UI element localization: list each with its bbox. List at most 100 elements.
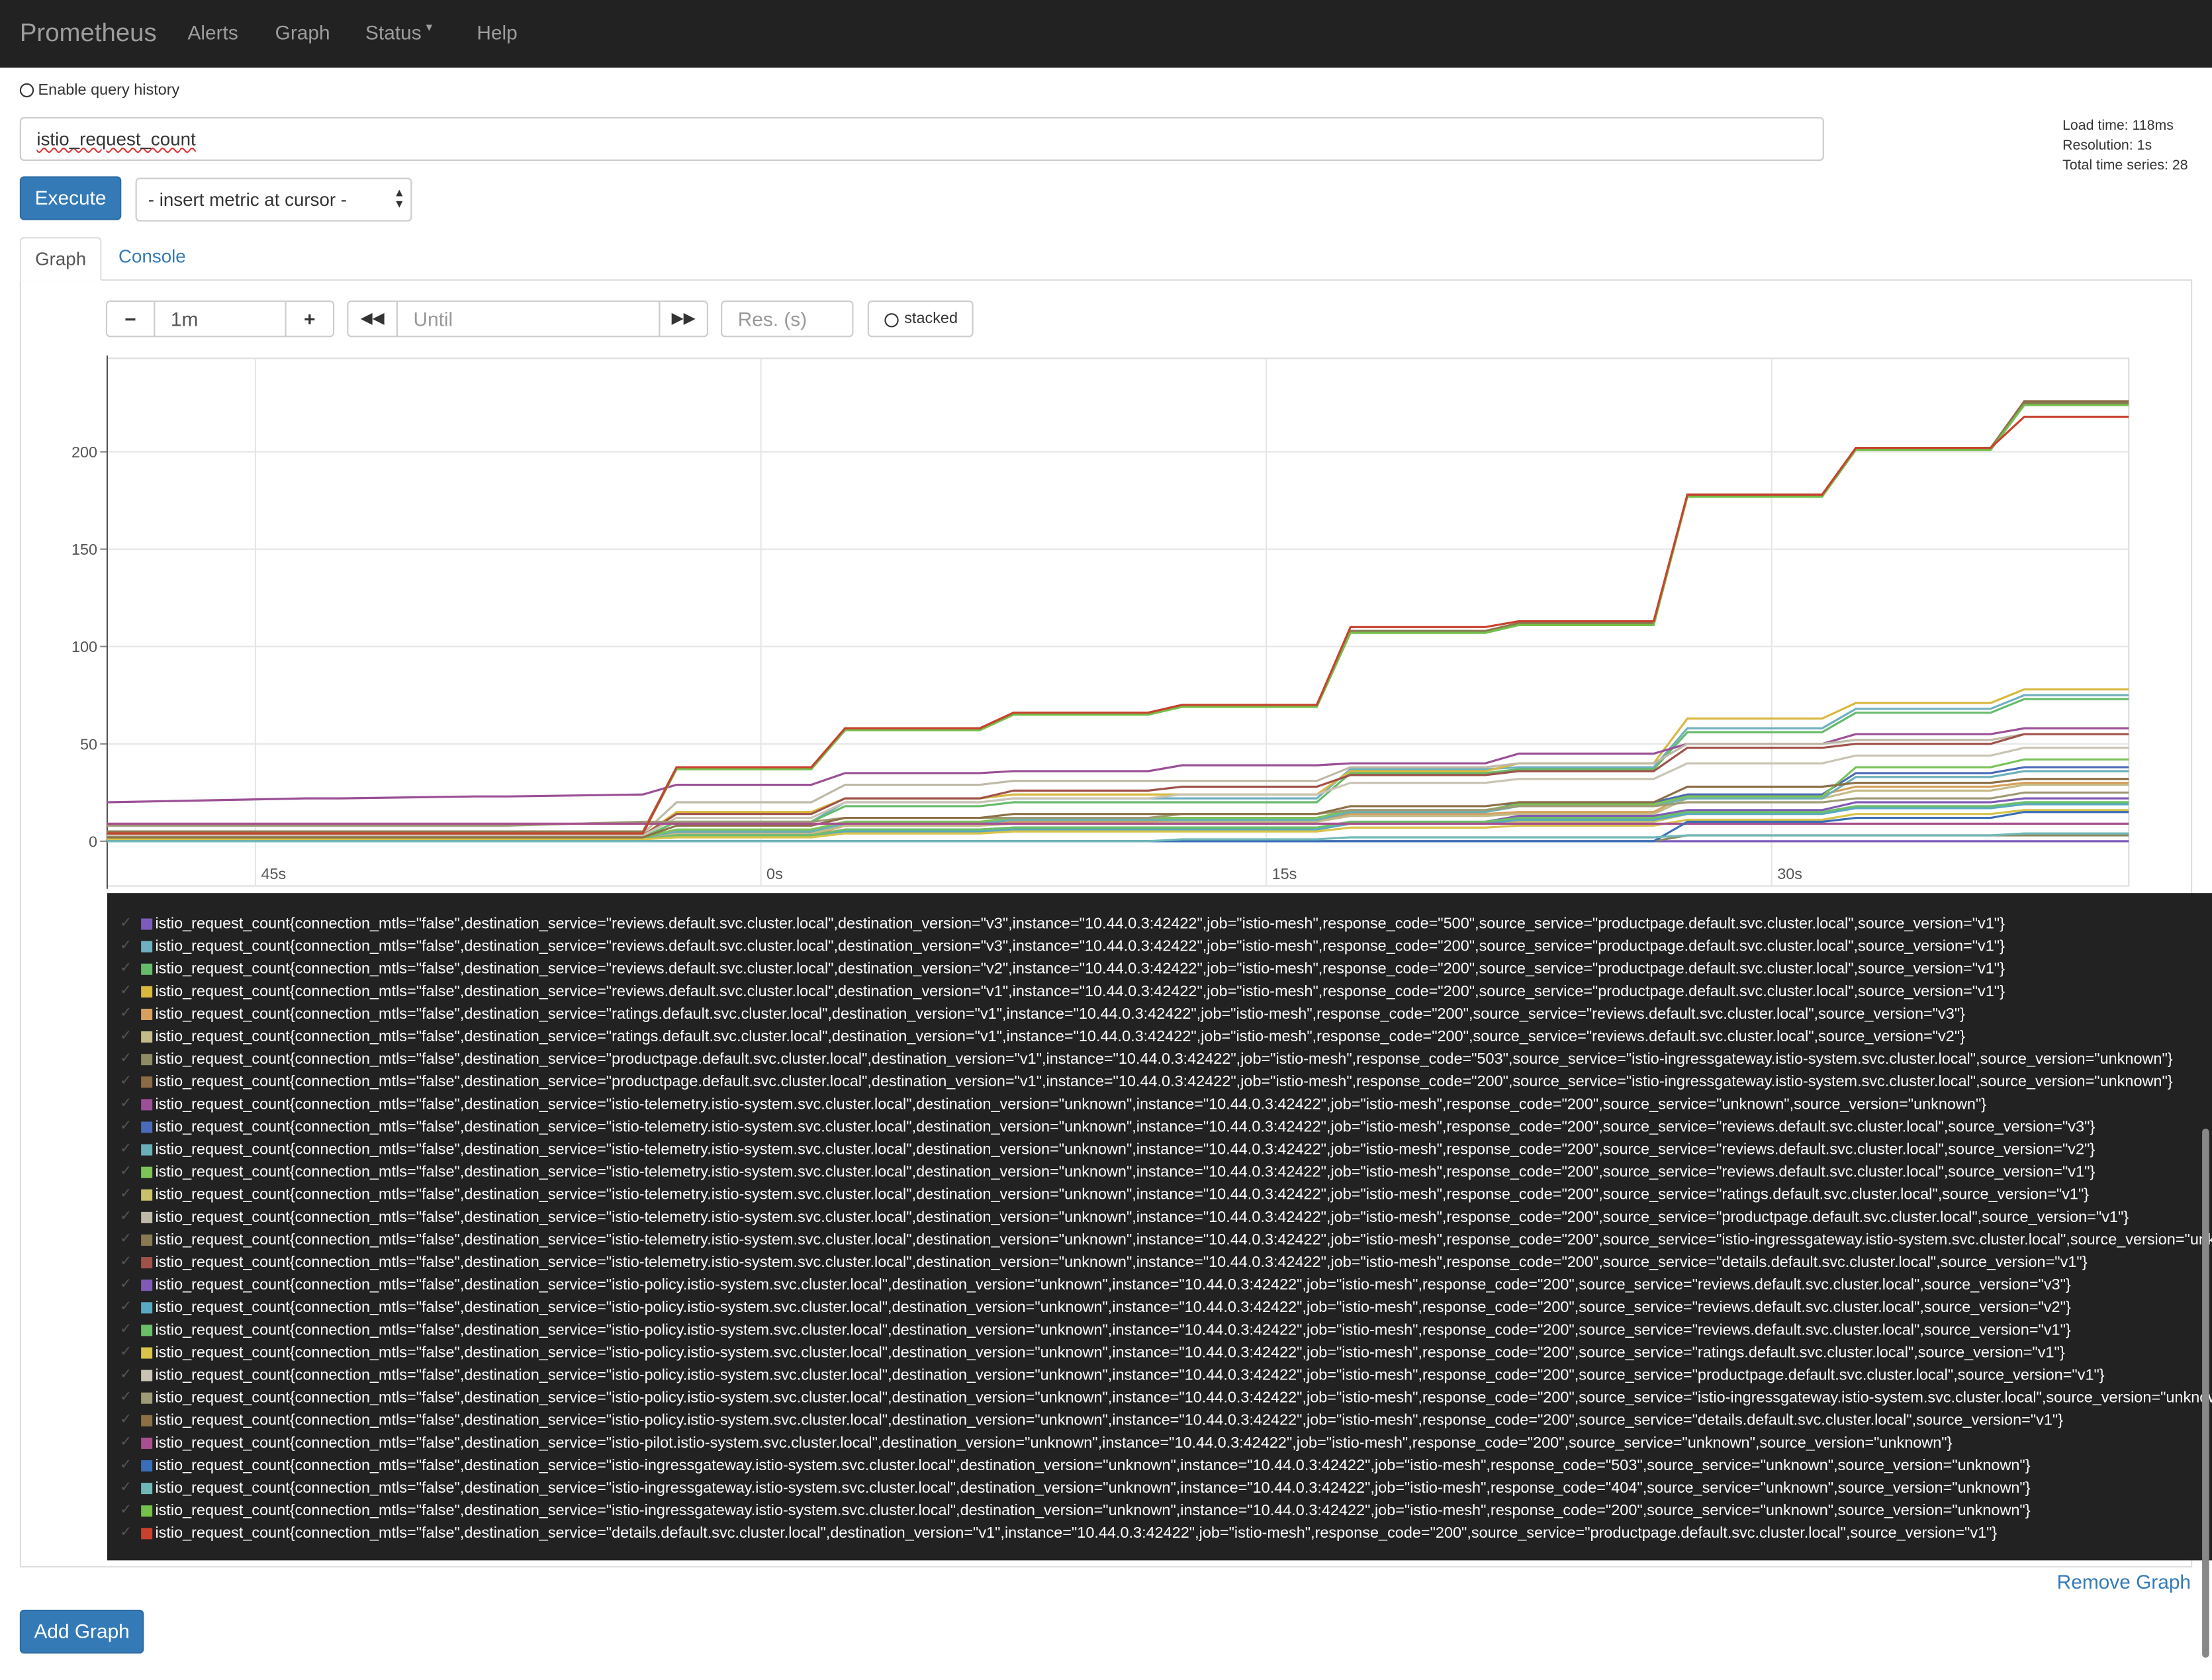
legend-swatch [141, 1257, 153, 1269]
range-input[interactable]: 1m [154, 300, 287, 338]
execute-button[interactable]: Execute [19, 176, 122, 220]
legend-check: ✓ [120, 1119, 132, 1135]
legend-label: istio_request_count{connection_mtls="fal… [155, 1028, 1965, 1046]
legend-item[interactable]: ✓ istio_request_count{connection_mtls="fa… [107, 913, 2212, 935]
legend-item[interactable]: ✓ istio_request_count{connection_mtls="fa… [107, 1229, 2212, 1251]
stat: Resolution: 1s [2062, 138, 2152, 154]
legend-swatch [141, 1076, 153, 1088]
forward-button[interactable]: ▶▶ [659, 300, 708, 338]
legend-label: istio_request_count{connection_mtls="fal… [155, 1457, 2031, 1475]
legend-item[interactable]: ✓ istio_request_count{connection_mtls="fa… [107, 1139, 2212, 1161]
legend-check: ✓ [120, 1096, 132, 1112]
legend-item[interactable]: ✓ istio_request_count{connection_mtls="fa… [107, 1477, 2212, 1500]
checkbox[interactable] [19, 83, 34, 98]
remove-graph[interactable]: Remove Graph [2056, 1570, 2191, 1593]
legend-item[interactable]: ✓ istio_request_count{connection_mtls="fa… [107, 1116, 2212, 1139]
add-graph-button[interactable]: Add Graph [19, 1609, 144, 1654]
range-text: 1m [170, 307, 199, 330]
tab-active[interactable]: Graph [19, 237, 102, 281]
legend-item[interactable]: ✓ istio_request_count{connection_mtls="fa… [107, 958, 2212, 980]
legend-swatch [141, 1054, 153, 1066]
metric-select[interactable]: - insert metric at cursor - ▲ ▼ [135, 177, 412, 222]
legend-check: ✓ [120, 1141, 132, 1157]
legend-item[interactable]: ✓ istio_request_count{connection_mtls="fa… [107, 935, 2212, 958]
stacked-toggle[interactable]: stacked [867, 300, 974, 338]
series-line [107, 832, 2129, 843]
legend-check: ✓ [120, 915, 132, 931]
legend-item[interactable]: ✓ istio_request_count{connection_mtls="fa… [107, 1522, 2212, 1545]
legend-swatch [141, 1392, 153, 1404]
expression-input[interactable]: istio_request_count [19, 117, 1824, 161]
legend-swatch [141, 1234, 153, 1246]
nav-link[interactable]: Help [477, 21, 518, 44]
nav-link[interactable]: Status [365, 21, 422, 44]
legend-item[interactable]: ✓ istio_request_count{connection_mtls="fa… [107, 1071, 2212, 1094]
legend-label: istio_request_count{connection_mtls="fal… [155, 1525, 1998, 1542]
legend-item[interactable]: ✓ istio_request_count{connection_mtls="fa… [107, 1454, 2212, 1477]
legend-label: istio_request_count{connection_mtls="fal… [155, 915, 2005, 933]
legend-item[interactable]: ✓ istio_request_count{connection_mtls="fa… [107, 1364, 2212, 1387]
legend-item[interactable]: ✓ istio_request_count{connection_mtls="fa… [107, 1026, 2212, 1049]
legend-label: istio_request_count{connection_mtls="fal… [155, 1367, 2105, 1384]
legend-item[interactable]: ✓ istio_request_count{connection_mtls="fa… [107, 1161, 2212, 1184]
series-line [107, 809, 2129, 841]
y-tick-label: 100 [71, 638, 97, 655]
legend-label: istio_request_count{connection_mtls="fal… [155, 1479, 2031, 1497]
nav-link[interactable]: Alerts [187, 21, 238, 44]
legend-item[interactable]: ✓ istio_request_count{connection_mtls="fa… [107, 1252, 2212, 1274]
legend-item[interactable]: ✓ istio_request_count{connection_mtls="fa… [107, 1206, 2212, 1229]
legend-item[interactable]: ✓ istio_request_count{connection_mtls="fa… [107, 1409, 2212, 1432]
legend-item[interactable]: ✓ istio_request_count{connection_mtls="fa… [107, 1500, 2212, 1522]
tab[interactable]: Console [118, 245, 186, 267]
legend-check: ✓ [120, 1073, 132, 1090]
legend-item[interactable]: ✓ istio_request_count{connection_mtls="fa… [107, 1094, 2212, 1116]
legend-item[interactable]: ✓ istio_request_count{connection_mtls="fa… [107, 1432, 2212, 1454]
legend-item[interactable]: ✓ istio_request_count{connection_mtls="fa… [107, 1387, 2212, 1409]
x-tick-label: 0s [766, 865, 783, 882]
legend-check: ✓ [120, 1050, 132, 1067]
legend-label: istio_request_count{connection_mtls="fal… [155, 1164, 2096, 1181]
x-tick-label: 15s [1272, 865, 1297, 882]
legend-label: istio_request_count{connection_mtls="fal… [155, 1096, 1987, 1113]
legend-item[interactable]: ✓ istio_request_count{connection_mtls="fa… [107, 1274, 2212, 1297]
legend-label: istio_request_count{connection_mtls="fal… [155, 1502, 2031, 1520]
brand[interactable]: Prometheus [19, 18, 157, 47]
legend-swatch [141, 1280, 153, 1291]
legend-item[interactable]: ✓ istio_request_count{connection_mtls="fa… [107, 1319, 2212, 1342]
legend-item[interactable]: ✓ istio_request_count{connection_mtls="fa… [107, 1297, 2212, 1319]
plot-area [106, 357, 2130, 887]
legend-label: istio_request_count{connection_mtls="fal… [155, 1231, 2212, 1249]
resolution-input[interactable]: Res. (s) [721, 300, 854, 338]
legend-item[interactable]: ✓ istio_request_count{connection_mtls="fa… [107, 980, 2212, 1003]
stat: Load time: 118ms [2062, 118, 2174, 134]
stats: Load time: 118ms Resolution: 1s Total ti… [2062, 117, 2188, 177]
legend-label: istio_request_count{connection_mtls="fal… [155, 1276, 2071, 1294]
checkbox-label: Enable query history [38, 81, 180, 99]
chart: 0 50 100 150 200 45s 0s 15s 30s [71, 355, 2130, 889]
legend-swatch [141, 1483, 153, 1495]
legend-label: istio_request_count{connection_mtls="fal… [155, 960, 2005, 978]
legend-item[interactable]: ✓ istio_request_count{connection_mtls="fa… [107, 1184, 2212, 1206]
stacked-label: stacked [904, 310, 958, 328]
series-line [107, 778, 2129, 839]
legend-item[interactable]: ✓ istio_request_count{connection_mtls="fa… [107, 1049, 2212, 1071]
legend-label: istio_request_count{connection_mtls="fal… [155, 1005, 1965, 1023]
legend-label: istio_request_count{connection_mtls="fal… [155, 1254, 2088, 1272]
legend-check: ✓ [120, 1389, 132, 1405]
legend-swatch [141, 986, 153, 998]
legend-swatch [141, 1415, 153, 1426]
y-tick-label: 200 [71, 443, 97, 461]
increase-range[interactable]: + [285, 300, 335, 338]
legend-check: ✓ [120, 1276, 132, 1293]
nav-link[interactable]: Graph [275, 21, 330, 44]
legend-label: istio_request_count{connection_mtls="fal… [155, 1141, 2096, 1158]
select-text: - insert metric at cursor - [148, 189, 347, 210]
legend-swatch [141, 1347, 153, 1359]
legend-check: ✓ [120, 1412, 132, 1428]
legend-check: ✓ [120, 1299, 132, 1315]
legend-swatch [141, 1008, 153, 1020]
legend-label: istio_request_count{connection_mtls="fal… [155, 1186, 2090, 1204]
legend-item[interactable]: ✓ istio_request_count{connection_mtls="fa… [107, 1003, 2212, 1025]
legend-item[interactable]: ✓ istio_request_count{connection_mtls="fa… [107, 1342, 2212, 1364]
